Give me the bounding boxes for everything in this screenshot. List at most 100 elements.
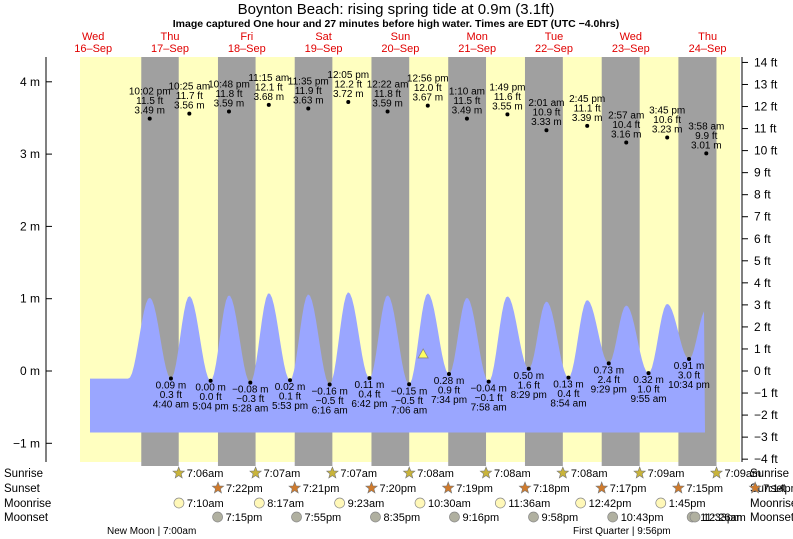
high-tide-dot <box>505 112 510 117</box>
legend-time: 7:15pm <box>686 483 723 495</box>
legend-time: 7:22pm <box>226 483 263 495</box>
sunset-star-icon <box>211 481 225 494</box>
right-tick-label: 10 ft <box>754 144 778 158</box>
tide-area <box>90 292 705 433</box>
low-tide-label: 8:54 am <box>550 399 586 410</box>
legend-time: 7:07am <box>340 468 377 480</box>
high-tide-label: 11.8 ft <box>374 89 401 100</box>
high-tide-dot <box>624 140 629 145</box>
low-tide-dot <box>367 376 372 381</box>
high-tide-label: 10:02 pm <box>129 87 171 98</box>
moonset-icon <box>370 511 381 523</box>
day-labels: Wed16–SepThu17–SepFri18–SepSat19–SepSun2… <box>74 31 726 55</box>
sun-star-icon <box>556 466 570 479</box>
sunset-star-icon <box>518 481 532 494</box>
high-tide-label: 11.1 ft <box>574 103 601 114</box>
high-tide-label: 3.23 m <box>652 124 683 135</box>
moonset-icon <box>607 511 619 523</box>
legend-time: 7:06am <box>187 468 224 480</box>
high-tide-label: 2:57 am <box>608 111 644 122</box>
legend-time: 9:58pm <box>541 512 578 524</box>
high-tide-label: 12.2 ft <box>334 80 362 91</box>
left-tick-label: 4 m <box>20 75 40 89</box>
low-tide-label: 0.91 m <box>674 361 705 372</box>
legend-time: 7:18pm <box>533 483 570 495</box>
right-tick-label: −4 ft <box>754 452 778 466</box>
high-tide-label: 12.1 ft <box>255 82 283 93</box>
left-tick-label: 3 m <box>20 147 40 161</box>
right-tick-label: −2 ft <box>754 408 778 422</box>
low-tide-label: 0.28 m <box>434 376 465 387</box>
low-tide-label: −0.15 m <box>391 386 427 397</box>
low-tide-label: 9:55 am <box>630 394 666 405</box>
low-tide-label: 10:34 pm <box>668 380 710 391</box>
right-tick-label: 2 ft <box>754 320 771 334</box>
day-name: Wed <box>82 31 104 43</box>
high-tide-label: 11.5 ft <box>453 96 480 107</box>
moonrise-icon <box>575 497 586 509</box>
low-tide-label: 0.1 ft <box>279 392 301 403</box>
low-tide-label: 0.09 m <box>156 381 187 392</box>
sun-star-icon <box>479 466 493 479</box>
low-tide-label: 1.6 ft <box>518 380 540 391</box>
low-tide-label: 4:40 am <box>153 400 189 411</box>
legend-time: 7:14pm <box>763 483 793 495</box>
legend-time: 7:15pm <box>226 512 263 524</box>
legend-time: 9:16pm <box>462 512 499 524</box>
low-tide-label: 3.0 ft <box>678 371 700 382</box>
low-tide-label: 5:28 am <box>232 404 268 415</box>
high-tide-label: 3:58 am <box>688 121 724 132</box>
high-tide-label: 1:10 am <box>449 87 485 98</box>
sun-star-icon <box>710 466 723 479</box>
right-tick-label: 12 ft <box>754 100 778 114</box>
high-tide-label: 11.6 ft <box>494 92 521 103</box>
high-tide-label: 3.16 m <box>611 130 642 141</box>
high-tide-label: 3.59 m <box>372 98 403 109</box>
high-tide-dot <box>425 103 430 108</box>
low-tide-label: 0.4 ft <box>358 390 380 401</box>
low-tide-label: 0.00 m <box>195 383 226 394</box>
low-tide-label: 0.9 ft <box>438 386 460 397</box>
high-tide-dot <box>585 123 590 128</box>
left-tick-label: 1 m <box>20 292 40 306</box>
high-tide-dot <box>464 116 469 121</box>
high-tide-label: 12.0 ft <box>414 83 442 94</box>
day-name: Sun <box>391 31 411 43</box>
high-tide-label: 3.63 m <box>293 96 324 107</box>
low-tide-label: 0.3 ft <box>160 390 182 401</box>
low-tide-label: 0.02 m <box>275 382 306 393</box>
day-date: 21–Sep <box>458 43 496 55</box>
low-tide-label: 0.11 m <box>355 380 385 391</box>
low-tide-label: 7:06 am <box>391 405 427 416</box>
high-tide-label: 3.33 m <box>531 117 562 128</box>
day-date: 16–Sep <box>74 43 112 55</box>
low-tide-label: −0.08 m <box>232 385 268 396</box>
low-tide-label: 9:29 pm <box>591 384 627 395</box>
high-tide-label: 10.9 ft <box>533 108 561 119</box>
high-tide-label: 3.01 m <box>691 140 722 151</box>
high-tide-dot <box>665 135 670 140</box>
low-tide-label: 2.4 ft <box>598 375 620 386</box>
right-tick-label: 9 ft <box>754 166 771 180</box>
legend-row-label-left: Sunset <box>4 483 41 495</box>
high-tide-label: 3.72 m <box>333 89 364 100</box>
low-tide-dot <box>447 372 452 377</box>
low-tide-label: −0.16 m <box>311 387 347 398</box>
moonset-icon <box>449 511 460 523</box>
day-date: 17–Sep <box>151 43 189 55</box>
low-tide-label: 6:42 pm <box>351 399 387 410</box>
legend-time: 7:17pm <box>610 483 647 495</box>
high-tide-dot <box>226 109 231 114</box>
high-tide-label: 9.9 ft <box>695 131 717 142</box>
right-tick-label: 3 ft <box>754 298 771 312</box>
high-tide-label: 12:22 am <box>367 79 409 90</box>
chart-subtitle: Image captured One hour and 27 minutes b… <box>173 18 619 30</box>
high-tide-label: 3.67 m <box>412 93 443 104</box>
low-tide-label: −0.5 ft <box>395 396 423 407</box>
low-tide-label: 0.4 ft <box>557 389 579 400</box>
moon-phase-first-quarter: First Quarter | 9:56pm <box>573 526 671 537</box>
high-tide-label: 3.49 m <box>452 106 483 117</box>
